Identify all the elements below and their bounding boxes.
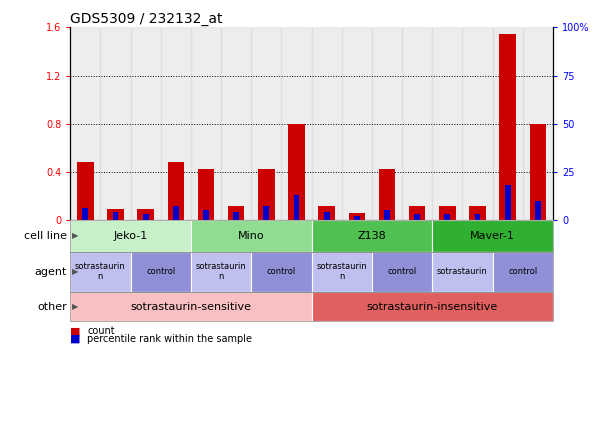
Bar: [251, 27, 282, 220]
Text: ■: ■: [70, 334, 81, 344]
Bar: [100, 27, 131, 220]
Text: sotrastaurin: sotrastaurin: [437, 267, 488, 276]
Text: ▶: ▶: [71, 302, 78, 311]
Bar: [312, 27, 342, 220]
Bar: [131, 27, 161, 220]
Bar: [318, 206, 335, 220]
Bar: [409, 206, 425, 220]
Text: Mino: Mino: [238, 231, 265, 241]
Text: Z138: Z138: [357, 231, 386, 241]
Bar: [414, 214, 420, 220]
Bar: [137, 209, 154, 220]
Text: sotrastaurin
n: sotrastaurin n: [196, 262, 246, 281]
Text: other: other: [37, 302, 67, 312]
Bar: [258, 170, 275, 220]
Bar: [203, 210, 209, 220]
Text: Jeko-1: Jeko-1: [114, 231, 148, 241]
Bar: [402, 27, 433, 220]
Text: sotrastaurin
n: sotrastaurin n: [316, 262, 367, 281]
Bar: [354, 216, 360, 220]
Bar: [228, 206, 244, 220]
Text: Maver-1: Maver-1: [470, 231, 515, 241]
Bar: [523, 27, 553, 220]
Bar: [324, 212, 329, 220]
Bar: [348, 213, 365, 220]
Bar: [112, 212, 119, 220]
Bar: [433, 27, 463, 220]
Text: count: count: [87, 326, 115, 336]
Text: ■: ■: [70, 326, 81, 336]
Text: sotrastaurin-sensitive: sotrastaurin-sensitive: [130, 302, 252, 312]
Bar: [107, 209, 124, 220]
Text: ▶: ▶: [71, 231, 78, 240]
Bar: [173, 206, 179, 220]
Bar: [143, 214, 148, 220]
Bar: [475, 214, 480, 220]
Bar: [221, 27, 251, 220]
Bar: [535, 201, 541, 220]
Bar: [384, 210, 390, 220]
Text: cell line: cell line: [24, 231, 67, 241]
Bar: [530, 124, 546, 220]
Bar: [463, 27, 492, 220]
Bar: [372, 27, 402, 220]
Text: control: control: [508, 267, 538, 276]
Text: ▶: ▶: [71, 267, 78, 276]
Bar: [288, 124, 305, 220]
Bar: [469, 206, 486, 220]
Bar: [282, 27, 312, 220]
Bar: [191, 27, 221, 220]
Text: percentile rank within the sample: percentile rank within the sample: [87, 334, 252, 344]
Bar: [233, 212, 239, 220]
Bar: [499, 33, 516, 220]
Bar: [492, 27, 523, 220]
Text: control: control: [146, 267, 175, 276]
Text: control: control: [387, 267, 417, 276]
Bar: [294, 195, 299, 220]
Bar: [161, 27, 191, 220]
Text: control: control: [267, 267, 296, 276]
Text: sotrastaurin
n: sotrastaurin n: [75, 262, 126, 281]
Text: agent: agent: [35, 267, 67, 277]
Bar: [167, 162, 184, 220]
Bar: [82, 209, 88, 220]
Bar: [439, 206, 456, 220]
Bar: [263, 206, 269, 220]
Bar: [70, 27, 100, 220]
Bar: [77, 162, 93, 220]
Bar: [342, 27, 372, 220]
Bar: [444, 214, 450, 220]
Bar: [379, 170, 395, 220]
Text: sotrastaurin-insensitive: sotrastaurin-insensitive: [367, 302, 498, 312]
Bar: [505, 185, 511, 220]
Text: GDS5309 / 232132_at: GDS5309 / 232132_at: [70, 12, 223, 27]
Bar: [198, 170, 214, 220]
